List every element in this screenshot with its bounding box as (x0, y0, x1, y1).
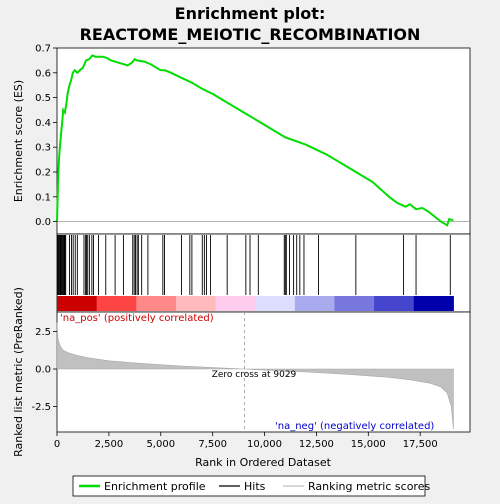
rank-xtick-label: 0 (54, 439, 60, 450)
chart-title-line2: REACTOME_MEIOTIC_RECOMBINATION (80, 25, 421, 44)
rank-color-band (374, 296, 415, 311)
metric-ytick-label: 0.0 (35, 365, 51, 376)
legend-label-enrichment: Enrichment profile (104, 480, 206, 493)
rank-xtick-label: 10,000 (247, 439, 282, 450)
rank-xtick-label: 17,500 (403, 439, 438, 450)
rank-color-band (294, 296, 335, 311)
es-ytick-label: 0.6 (35, 68, 51, 79)
rank-color-band (57, 296, 98, 311)
rank-color-band (175, 296, 217, 311)
legend-label-hits: Hits (244, 480, 266, 493)
rank-xtick-label: 5,000 (146, 439, 175, 450)
rank-color-band (136, 296, 177, 311)
enrichment-profile-line (56, 54, 454, 227)
rank-axis-label: Rank in Ordered Dataset (195, 456, 332, 469)
negative-correlation-label: 'na_neg' (negatively correlated) (275, 421, 434, 432)
zero-cross-label: Zero cross at 9029 (212, 370, 297, 380)
rank-color-band (255, 296, 296, 311)
es-plot-area (56, 47, 471, 235)
rank-color-band (215, 296, 256, 311)
metric-ytick-label: -2.5 (31, 402, 51, 413)
legend-box (72, 475, 426, 497)
es-ytick-label: 0.2 (35, 168, 51, 179)
chart-title-line1: Enrichment plot: (175, 4, 326, 23)
legend-label-metric: Ranking metric scores (308, 480, 430, 493)
rank-xtick-label: 2,500 (95, 439, 124, 450)
rank-color-band (413, 296, 454, 311)
es-ytick-label: 0.1 (35, 192, 51, 203)
es-ytick-label: 0.5 (35, 93, 51, 104)
es-layer (56, 54, 470, 227)
es-axis-label: Enrichment score (ES) (12, 80, 25, 202)
rank-color-band (334, 296, 375, 311)
es-ytick-label: 0.3 (35, 143, 51, 154)
positive-correlation-label: 'na_pos' (positively correlated) (60, 313, 214, 324)
hits-layer (57, 235, 454, 311)
metric-layer (56, 312, 454, 432)
es-ytick-label: 0.4 (35, 118, 51, 129)
es-ytick-label: 0.7 (35, 44, 51, 55)
metric-axis-label: Ranked list metric (PreRanked) (12, 287, 25, 457)
rank-xtick-label: 7,500 (198, 439, 227, 450)
rank-color-band (96, 296, 137, 311)
es-ytick-label: 0.0 (35, 217, 51, 228)
rank-xtick-label: 12,500 (299, 439, 334, 450)
axes-layer: 0.0 0.1 0.2 0.3 0.4 0.5 0.6 0.7 -2.5 0.0 2.5 0 2,500… (31, 44, 437, 451)
metric-ytick-label: 2.5 (35, 327, 51, 338)
rank-xtick-label: 15,000 (351, 439, 386, 450)
